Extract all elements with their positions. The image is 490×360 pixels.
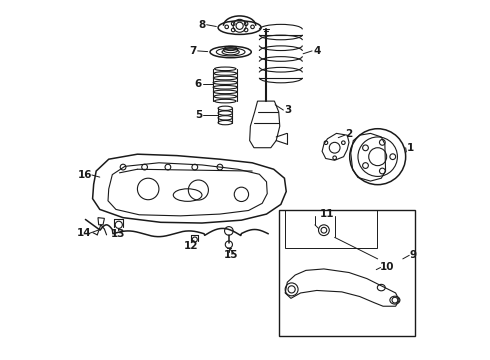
Text: 5: 5 xyxy=(195,110,202,120)
Text: 15: 15 xyxy=(224,250,239,260)
Text: 4: 4 xyxy=(313,46,320,56)
Text: 6: 6 xyxy=(195,79,202,89)
Text: 1: 1 xyxy=(406,143,414,153)
Text: 2: 2 xyxy=(345,129,353,139)
Text: 12: 12 xyxy=(184,241,198,251)
Text: 14: 14 xyxy=(77,228,92,238)
Text: 10: 10 xyxy=(379,262,394,272)
Text: 11: 11 xyxy=(320,209,335,219)
Text: 16: 16 xyxy=(78,170,93,180)
Text: 3: 3 xyxy=(284,105,292,115)
Bar xyxy=(285,211,377,248)
Text: 13: 13 xyxy=(110,229,125,239)
Text: 8: 8 xyxy=(198,20,206,30)
Text: 7: 7 xyxy=(189,46,196,56)
Bar xyxy=(279,211,416,336)
Text: 9: 9 xyxy=(409,250,416,260)
